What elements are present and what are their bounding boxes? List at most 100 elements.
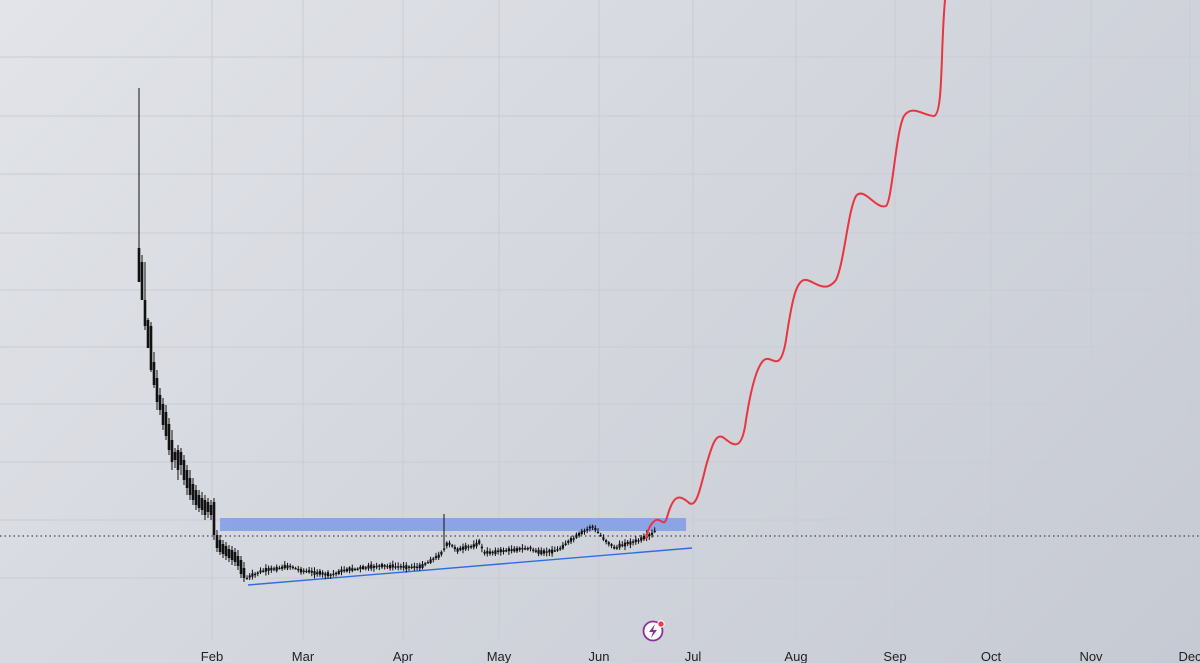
candle-body xyxy=(613,546,616,549)
candle-body xyxy=(534,550,537,552)
candle-body xyxy=(421,564,424,568)
candle-body xyxy=(529,547,532,549)
candle-body xyxy=(513,548,516,552)
candle-body xyxy=(267,567,270,571)
candle-body xyxy=(564,543,567,545)
candle-body xyxy=(356,568,359,570)
notification-dot xyxy=(657,620,665,628)
candle-body xyxy=(215,535,219,548)
projection-layer xyxy=(645,0,946,539)
candle-body xyxy=(289,565,292,568)
candle-body xyxy=(386,565,389,568)
candle-body xyxy=(491,551,494,554)
candle-body xyxy=(305,570,308,573)
candle-body xyxy=(188,478,192,495)
candle-body xyxy=(380,563,384,568)
candle-body xyxy=(272,568,276,570)
candle-body xyxy=(170,440,174,462)
candle-body xyxy=(453,547,456,550)
candle-body xyxy=(456,548,459,552)
candle-body xyxy=(461,546,465,550)
candle-body xyxy=(537,549,540,554)
candle-body xyxy=(410,566,413,569)
candle-body xyxy=(286,565,289,569)
candle-body xyxy=(588,526,591,529)
candle-body xyxy=(545,551,548,553)
x-tick-label: Aug xyxy=(784,649,807,663)
candle-body xyxy=(497,550,500,552)
candle-body xyxy=(451,545,454,547)
candle-body xyxy=(308,570,311,573)
candle-body xyxy=(526,548,529,550)
candle-body xyxy=(353,568,357,571)
x-tick-label: Sep xyxy=(883,649,906,663)
candle-body xyxy=(626,541,629,545)
candle-body xyxy=(152,362,156,385)
candle-body xyxy=(348,567,351,571)
candle-body xyxy=(345,568,348,572)
candle-body xyxy=(607,542,610,545)
candle-body xyxy=(302,570,305,572)
candle-body xyxy=(245,577,249,580)
candle-body xyxy=(632,541,635,543)
candle-body xyxy=(332,573,335,576)
candle-body xyxy=(329,574,332,576)
candle-body xyxy=(629,541,632,545)
candle-body xyxy=(478,540,481,544)
candle-body xyxy=(559,547,562,550)
lightning-badge[interactable] xyxy=(642,620,665,642)
candle-body xyxy=(426,562,429,564)
trendline-layer xyxy=(247,547,693,586)
candle-body xyxy=(591,526,594,528)
candle-body xyxy=(218,540,222,552)
candle-body xyxy=(367,565,370,569)
candle-body xyxy=(505,550,508,552)
candle-body xyxy=(310,570,313,573)
candle-body xyxy=(634,539,637,543)
candle-body xyxy=(605,540,608,543)
candle-body xyxy=(596,531,600,534)
candle-body xyxy=(618,543,621,548)
candle-body xyxy=(140,262,144,300)
candle-body xyxy=(542,550,546,554)
resistance-zone-layer xyxy=(220,518,686,531)
lightning-icon-bolt xyxy=(649,624,657,638)
candle-body xyxy=(313,571,316,575)
candle-body xyxy=(583,530,586,532)
candle-body xyxy=(580,530,583,534)
candle-body xyxy=(194,490,198,505)
x-tick-label: Jun xyxy=(589,649,610,663)
candle-body xyxy=(254,573,257,576)
candle-body xyxy=(191,484,195,500)
candle-body xyxy=(343,569,346,572)
candle-body xyxy=(212,502,216,535)
lightning-icon[interactable] xyxy=(642,620,665,642)
candle-body xyxy=(578,532,581,536)
grid xyxy=(0,0,1200,640)
candle-body xyxy=(445,542,448,547)
candle-body xyxy=(227,549,231,558)
candle-body xyxy=(359,566,362,570)
candle-body xyxy=(221,544,225,554)
candle-body xyxy=(594,528,597,531)
candle-body xyxy=(185,470,189,488)
x-tick-label: May xyxy=(487,649,512,663)
candle-body xyxy=(242,568,246,578)
candle-body xyxy=(510,549,513,552)
candle-body xyxy=(399,566,402,568)
candle-body xyxy=(206,502,210,512)
candle-body xyxy=(551,549,554,554)
candles xyxy=(137,88,656,582)
candle-body xyxy=(499,549,502,553)
candle-body xyxy=(394,566,397,568)
candle-body xyxy=(236,556,240,566)
candle-body xyxy=(275,566,278,571)
candle-body xyxy=(642,536,645,540)
candle-body xyxy=(418,564,421,569)
candle-body xyxy=(239,560,243,574)
candle-body xyxy=(364,567,367,569)
candle-body xyxy=(488,551,492,554)
x-tick-label: Jul xyxy=(685,649,702,663)
resistance-zone xyxy=(220,518,686,531)
